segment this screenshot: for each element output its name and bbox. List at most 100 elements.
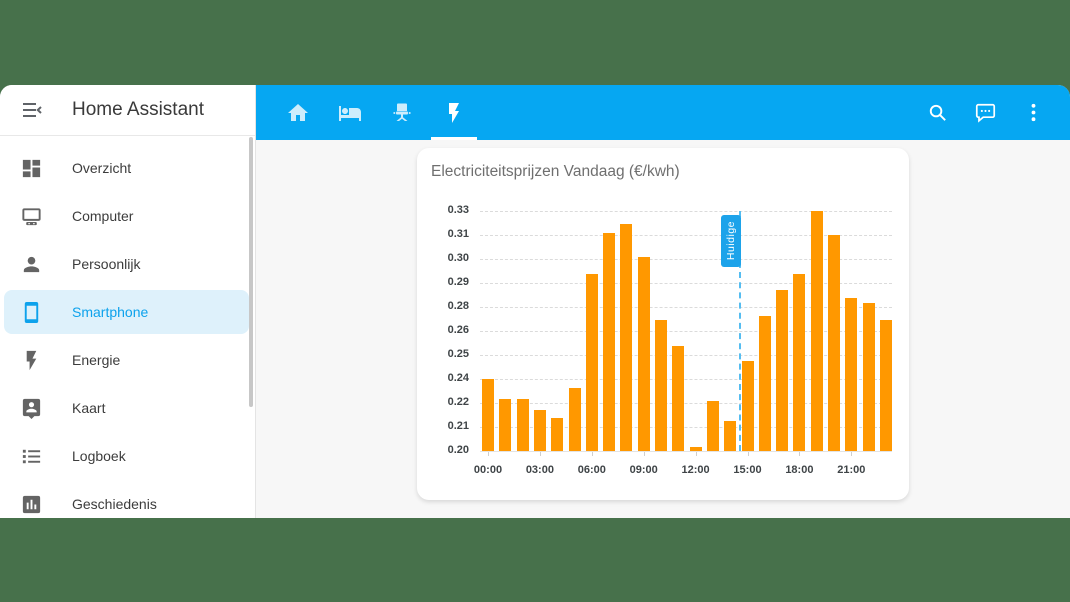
- tab-bedroom[interactable]: [324, 85, 376, 140]
- sidebar-item-smartphone[interactable]: Smartphone: [0, 288, 255, 336]
- sidebar-item-label: Smartphone: [72, 304, 149, 320]
- toolbar-actions: [913, 85, 1057, 140]
- price-bar-21:00: [845, 297, 858, 451]
- price-bar-22:00: [862, 303, 875, 451]
- y-axis-label: 0.22: [447, 396, 469, 408]
- sidebar-item-computer[interactable]: Computer: [0, 192, 255, 240]
- sidebar: Home Assistant Overzicht Computer Persoonl…: [0, 85, 256, 518]
- gridline: [480, 427, 892, 428]
- price-bar-16:00: [758, 316, 771, 451]
- price-bar-11:00: [672, 345, 685, 451]
- person-pin-icon: [22, 398, 41, 419]
- sidebar-item-label: Energie: [72, 352, 121, 368]
- sidebar-toggle-button[interactable]: [20, 98, 44, 122]
- price-bar-10:00: [655, 319, 667, 451]
- sidebar-item-label: Computer: [72, 208, 134, 224]
- tab-energy[interactable]: [428, 85, 480, 140]
- gridline: [480, 307, 892, 308]
- y-axis-label: 0.31: [447, 228, 469, 240]
- x-axis-label: 15:00: [733, 464, 762, 476]
- assist-button[interactable]: [961, 85, 1009, 140]
- sidebar-item-logboek[interactable]: Logboek: [0, 432, 255, 480]
- price-bar-19:00: [810, 211, 823, 451]
- person-icon: [23, 256, 40, 272]
- tab-office[interactable]: [376, 85, 428, 140]
- x-axis-tick: [591, 452, 593, 456]
- sidebar-item-kaart[interactable]: Kaart: [0, 384, 255, 432]
- card-title: Electriciteitsprijzen Vandaag (€/kwh): [431, 163, 680, 180]
- sidebar-item-energie[interactable]: Energie: [0, 336, 255, 384]
- x-axis-label: 00:00: [473, 464, 503, 476]
- price-bar-01:00: [499, 399, 512, 451]
- current-time-badge: Huidige: [720, 215, 741, 267]
- sidebar-item-geschiedenis[interactable]: Geschiedenis: [0, 480, 255, 518]
- x-axis-label: 12:00: [681, 464, 710, 476]
- price-bar-13:00: [706, 401, 719, 451]
- y-axis-label: 0.29: [447, 276, 469, 288]
- gridline: [480, 331, 892, 332]
- gridline: [480, 355, 892, 356]
- price-bar-09:00: [637, 257, 650, 451]
- price-bar-20:00: [828, 235, 840, 451]
- electricity-prices-card: Electriciteitsprijzen Vandaag (€/kwh) 0.…: [417, 148, 909, 500]
- x-axis-label: 18:00: [785, 464, 814, 476]
- sidebar-item-label: Overzicht: [72, 160, 132, 176]
- x-axis-tick: [695, 452, 697, 456]
- home-assistant-window: Electriciteitsprijzen Vandaag (€/kwh) 0.…: [0, 85, 1070, 518]
- price-bar-14:00: [724, 421, 737, 451]
- sidebar-item-overzicht[interactable]: Overzicht: [0, 144, 255, 192]
- y-axis-label: 0.26: [447, 324, 469, 336]
- x-axis-line: [480, 451, 892, 452]
- x-axis-tick: [799, 452, 801, 456]
- x-axis-tick: [643, 452, 645, 456]
- price-bar-03:00: [533, 410, 546, 451]
- price-bar-06:00: [585, 273, 598, 451]
- y-axis-label: 0.33: [447, 204, 469, 216]
- cellphone-icon: [24, 301, 39, 323]
- sidebar-scrollbar[interactable]: [249, 137, 253, 407]
- sidebar-header: Home Assistant: [0, 85, 255, 136]
- chat-icon: [975, 103, 995, 123]
- search-icon: [929, 104, 946, 121]
- price-bar-00:00: [482, 379, 494, 451]
- gridline: [480, 283, 892, 284]
- sidebar-item-label: Geschiedenis: [72, 496, 157, 512]
- toolbar-spacer: [480, 85, 913, 140]
- y-axis-label: 0.20: [447, 444, 469, 456]
- y-axis-label: 0.21: [447, 420, 469, 432]
- sidebar-item-label: Persoonlijk: [72, 256, 141, 272]
- x-axis-label: 09:00: [629, 464, 658, 476]
- search-button[interactable]: [913, 85, 961, 140]
- x-axis-tick: [488, 452, 489, 456]
- y-axis-label: 0.30: [447, 252, 469, 264]
- more-button[interactable]: [1009, 85, 1057, 140]
- list-bulleted-icon: [22, 449, 41, 463]
- sidebar-item-label: Logboek: [72, 448, 126, 464]
- price-bar-02:00: [516, 399, 529, 451]
- price-bar-17:00: [776, 290, 789, 451]
- toolbar-tabs: [272, 85, 480, 140]
- price-bar-08:00: [620, 223, 633, 451]
- plot-area: Huidige: [480, 211, 892, 451]
- flash-icon: [449, 102, 459, 123]
- gridline: [480, 211, 892, 212]
- dots-vertical-icon: [1031, 103, 1035, 122]
- sidebar-item-persoonlijk[interactable]: Persoonlijk: [0, 240, 255, 288]
- x-axis-label: 21:00: [837, 464, 866, 476]
- top-toolbar: [256, 85, 1070, 140]
- sidebar-nav: Overzicht Computer Persoonlijk Smartphone En…: [0, 144, 255, 518]
- x-axis-label: 06:00: [577, 464, 606, 476]
- active-tab-underline: [431, 137, 477, 140]
- desktop-computer-icon: [22, 207, 41, 225]
- x-axis-tick: [747, 452, 749, 456]
- gridline: [480, 259, 892, 260]
- price-bar-12:00: [689, 447, 702, 451]
- chart-box-icon: [22, 495, 41, 513]
- tab-home[interactable]: [272, 85, 324, 140]
- x-axis-tick: [539, 452, 541, 456]
- x-axis-label: 03:00: [525, 464, 554, 476]
- main-content: Electriciteitsprijzen Vandaag (€/kwh) 0.…: [256, 140, 1070, 518]
- menu-open-icon: [23, 103, 42, 117]
- flash-icon: [26, 350, 37, 370]
